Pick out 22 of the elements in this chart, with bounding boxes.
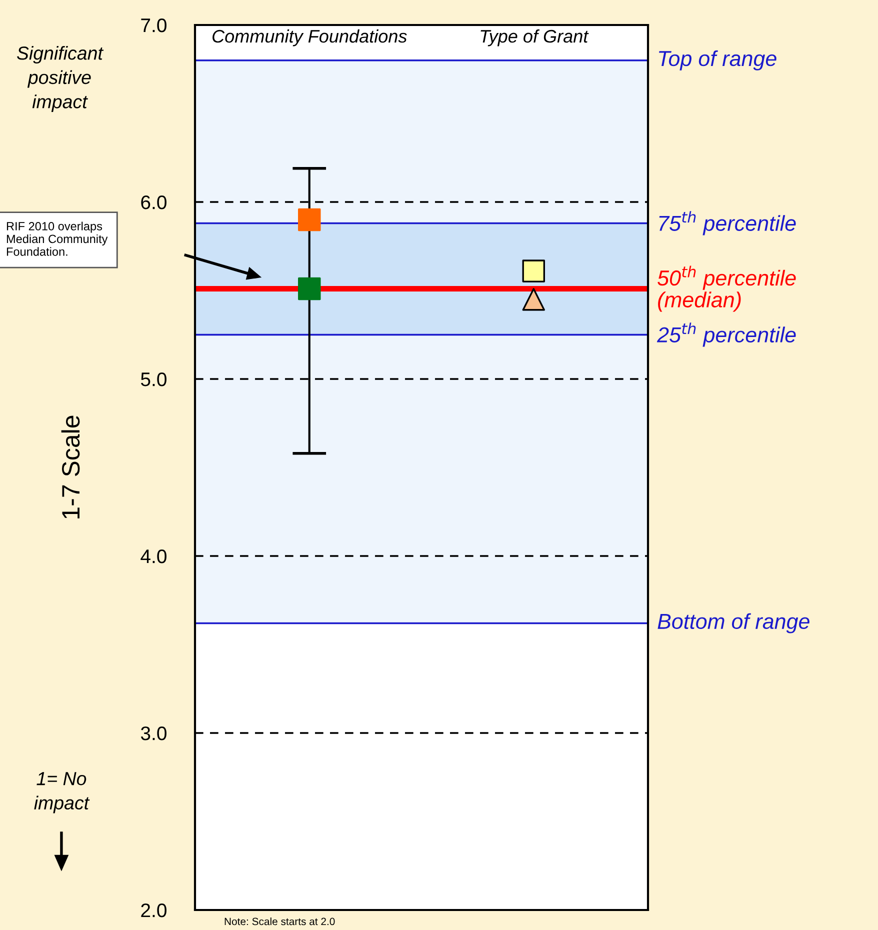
point <box>522 260 545 282</box>
y-tick-label: 3.0 <box>140 726 166 740</box>
y-tick-label: 2.0 <box>141 903 166 918</box>
ref-line-label: 75$^{th}$ percentile <box>659 211 796 236</box>
ref-line-label: 25$^{th}$ percentile <box>656 322 796 347</box>
ref-line-label: 50$^{th}$ percentile (median) <box>658 266 796 312</box>
y-axis-title: 1-7 Scale <box>61 416 80 518</box>
y-tick-label: 7.0 <box>141 18 166 32</box>
x-tick-label: Type of Grant <box>480 29 589 46</box>
x-tick-label: Community Foundations <box>212 29 407 46</box>
text: Note: Scale starts at 2.0 <box>224 918 335 926</box>
y-tick-label: 5.0 <box>140 372 166 386</box>
text: RIF 2010 overlaps Median Community Foundation. <box>6 222 108 256</box>
text: Significant positive impact <box>16 46 104 112</box>
y-tick-label: 6.0 <box>141 195 166 210</box>
ref-line-label: Bottom of range <box>658 613 810 634</box>
y-tick-label: 4.0 <box>140 549 166 564</box>
point <box>298 208 321 232</box>
point <box>522 288 545 311</box>
ref-line-label: Top of range <box>658 50 776 70</box>
text: 1= No impact <box>34 772 90 814</box>
point <box>298 277 321 300</box>
